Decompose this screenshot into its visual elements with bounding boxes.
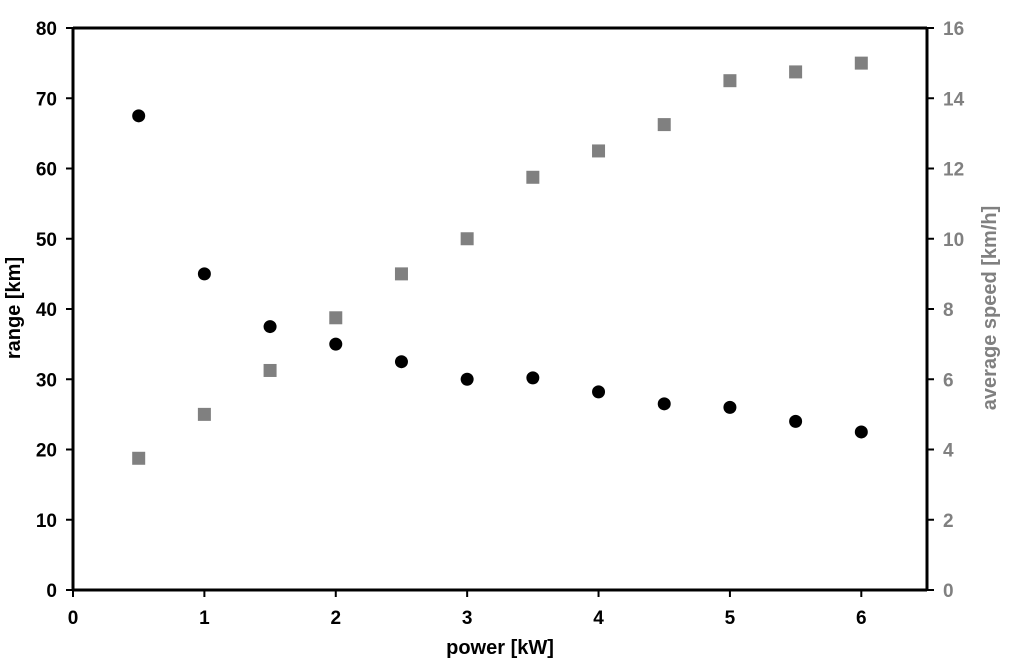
speed-point — [854, 56, 868, 70]
speed-point — [526, 170, 540, 184]
x-tick-label: 6 — [856, 608, 867, 629]
x-tick-label: 1 — [199, 608, 210, 629]
axes — [66, 26, 934, 597]
y-tick-label: 30 — [36, 370, 57, 391]
y2-axis-title: average speed [km/h] — [979, 206, 1001, 411]
y2-tick-label: 14 — [943, 89, 965, 110]
y2-tick-label: 0 — [943, 581, 954, 602]
x-tick-label: 5 — [725, 608, 736, 629]
range-point — [132, 109, 146, 123]
speed-point — [657, 118, 671, 132]
range-point — [197, 267, 211, 281]
y2-tick-label: 2 — [943, 511, 954, 532]
x-tick-label: 4 — [593, 608, 604, 629]
y-tick-label: 70 — [36, 89, 57, 110]
y-axis-title: range [km] — [3, 257, 25, 359]
speed-point — [592, 144, 606, 158]
y2-tick-label: 4 — [943, 441, 954, 462]
y2-tick-label: 8 — [943, 300, 954, 321]
x-axis-title: power [kW] — [446, 637, 554, 659]
y-tick-label: 10 — [36, 511, 57, 532]
speed-point — [263, 363, 277, 377]
range-point — [526, 371, 540, 385]
y2-tick-label: 10 — [943, 230, 964, 251]
range-point — [657, 397, 671, 411]
x-tick-label: 2 — [330, 608, 341, 629]
y-tick-label: 50 — [36, 230, 57, 251]
range-point — [723, 400, 737, 414]
range-point — [394, 355, 408, 369]
x-tick-label: 3 — [462, 608, 473, 629]
x-tick-label: 0 — [68, 608, 79, 629]
range-point — [460, 372, 474, 386]
plot-area — [132, 56, 868, 465]
y-tick-label: 40 — [36, 300, 57, 321]
speed-point — [394, 267, 408, 281]
speed-point — [460, 232, 474, 246]
y2-tick-label: 6 — [943, 370, 954, 391]
range-point — [854, 425, 868, 439]
y-tick-label: 20 — [36, 441, 57, 462]
speed-point — [329, 311, 343, 325]
speed-point — [132, 451, 146, 465]
y-tick-label: 60 — [36, 160, 57, 181]
range-point — [329, 337, 343, 351]
speed-point — [789, 65, 803, 79]
y-tick-label: 80 — [36, 19, 57, 40]
y2-tick-label: 16 — [943, 19, 964, 40]
speed-point — [197, 407, 211, 421]
range-point — [789, 414, 803, 428]
speed-point — [723, 74, 737, 88]
range-point — [263, 320, 277, 334]
y-tick-label: 0 — [46, 581, 57, 602]
range-point — [592, 385, 606, 399]
y2-tick-label: 12 — [943, 160, 964, 181]
